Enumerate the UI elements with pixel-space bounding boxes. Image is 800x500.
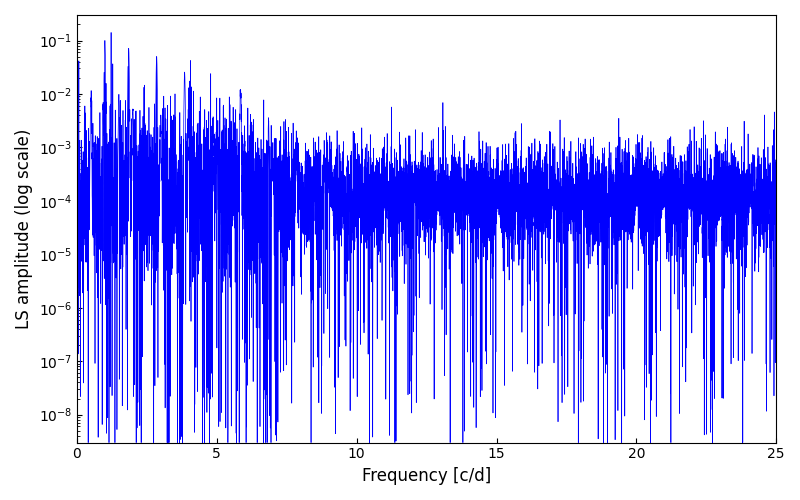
Y-axis label: LS amplitude (log scale): LS amplitude (log scale) bbox=[15, 128, 33, 329]
X-axis label: Frequency [c/d]: Frequency [c/d] bbox=[362, 467, 491, 485]
